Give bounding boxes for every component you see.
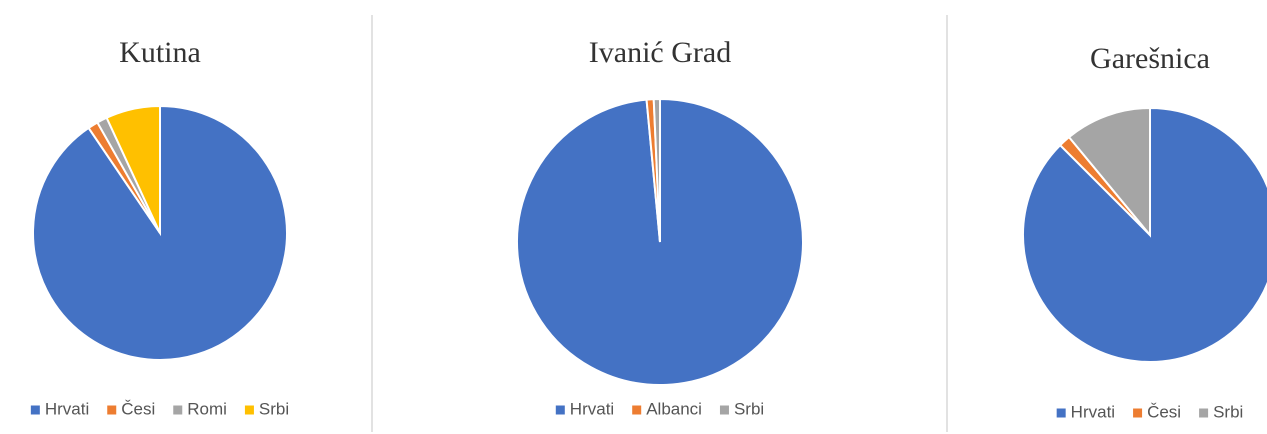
legend-label: Hrvati (570, 399, 614, 418)
legend-swatch (555, 405, 565, 415)
legend-label: Hrvati (1071, 402, 1115, 421)
legend-label: Srbi (734, 399, 764, 418)
legend-swatch (107, 405, 117, 415)
chart-title: Kutina (119, 36, 201, 69)
chart-title: Ivanić Grad (589, 36, 731, 69)
legend-swatch (719, 405, 729, 415)
legend-swatch (1199, 408, 1209, 418)
pie-slice (1022, 106, 1267, 363)
pie-slice (1067, 106, 1151, 238)
pie-slice (652, 97, 661, 243)
legend-label: Česi (1147, 402, 1181, 421)
legend-swatch (244, 405, 254, 415)
chart-title: Garešnica (1090, 42, 1210, 75)
legend-swatch (173, 405, 183, 415)
legend-label: Albanci (646, 399, 702, 418)
legend-label: Srbi (1213, 402, 1243, 421)
legend-label: Srbi (259, 399, 289, 418)
legend-swatch (632, 405, 642, 415)
legend-swatch (1056, 408, 1066, 418)
legend-swatch (30, 405, 40, 415)
legend-label: Hrvati (45, 399, 89, 418)
legend-label: Romi (187, 399, 227, 418)
pie-slice (105, 104, 161, 234)
legend-swatch (1133, 408, 1143, 418)
pie-slice (32, 104, 288, 361)
legend-label: Česi (121, 399, 155, 418)
